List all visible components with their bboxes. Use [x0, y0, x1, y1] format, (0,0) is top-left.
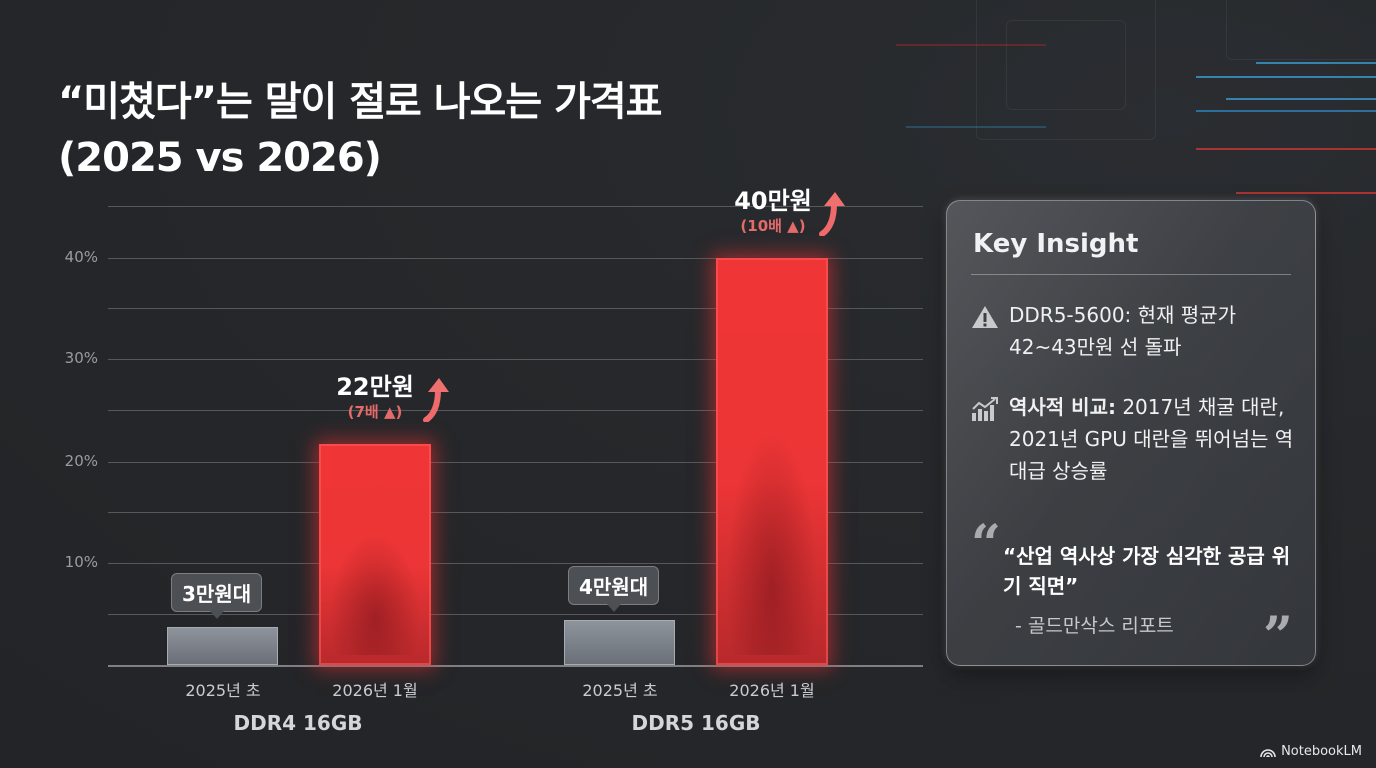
multiplier-value: (10배 ▲) [740, 217, 806, 235]
up-arrow-icon [819, 192, 845, 236]
gridline-40 [108, 258, 923, 259]
y-tick-label: 20% [64, 452, 98, 470]
bar-ddr5-2025[interactable] [564, 620, 675, 665]
y-tick-label: 30% [64, 349, 98, 367]
open-quote-icon: “ [971, 514, 1001, 575]
y-tick-label: 10% [64, 553, 98, 571]
title-line-2: (2025 vs 2026) [58, 135, 382, 181]
bar-ddr5-2026[interactable] [716, 258, 828, 665]
multiplier-value: (7배 ▲) [347, 403, 403, 421]
x-label-ddr4-2026: 2026년 1월 [332, 681, 418, 700]
gridline-30 [108, 359, 923, 360]
gridline [108, 308, 923, 309]
bar-ddr4-2025[interactable] [167, 627, 278, 665]
page-title: “미쳤다”는 말이 절로 나오는 가격표 (2025 vs 2026) [58, 74, 662, 186]
x-label-ddr5-2026: 2026년 1월 [729, 681, 815, 700]
price-tooltip-ddr5-2025: 4만원대 [568, 566, 660, 612]
price-label-ddr4-2026: 22만원 (7배 ▲) [325, 372, 425, 422]
gridline [108, 512, 923, 513]
title-line-1: “미쳤다”는 말이 절로 나오는 가격표 [58, 79, 662, 125]
insight-text: DDR5-5600: 현재 평균가 42~43만원 선 돌파 [1009, 303, 1236, 359]
x-label-ddr4-2025: 2025년 초 [185, 681, 261, 700]
insight-bold-label: 역사적 비교: [1009, 395, 1116, 419]
gridline [108, 614, 923, 615]
bar-ddr4-2026[interactable] [319, 444, 431, 665]
gridline [108, 410, 923, 411]
up-arrow-icon [423, 378, 449, 422]
gridline [108, 206, 923, 207]
price-label-ddr5-2026: 40만원 (10배 ▲) [718, 186, 828, 236]
key-insight-panel: Key Insight DDR5-5600: 현재 평균가 42~43만원 선 … [946, 200, 1316, 666]
insight-item-history: 역사적 비교: 2017년 채굴 대란, 2021년 GPU 대란을 뛰어넘는 … [971, 391, 1295, 487]
bar-chart: 40% 30% 20% 10% 3만원대 22만원 (7배 ▲) 2025년 초… [64, 186, 923, 735]
warning-icon [972, 306, 998, 328]
gridline-10 [108, 563, 923, 564]
price-value: 22만원 [336, 373, 414, 401]
notebooklm-logo-icon [1260, 748, 1276, 757]
group-label-ddr5: DDR5 16GB [631, 711, 761, 735]
y-tick-label: 40% [64, 248, 98, 266]
price-tooltip-ddr4-2025: 3만원대 [171, 573, 263, 619]
quote-source: - 골드만삭스 리포트 [1015, 615, 1174, 637]
panel-title: Key Insight [973, 229, 1139, 259]
x-label-ddr5-2025: 2025년 초 [582, 681, 658, 700]
price-value: 40만원 [734, 187, 812, 215]
trend-chart-icon [972, 397, 998, 421]
notebooklm-brand: NotebookLM [1260, 744, 1362, 759]
brand-label: NotebookLM [1281, 744, 1362, 759]
gridline-20 [108, 462, 923, 463]
close-quote-icon: ” [1263, 606, 1293, 667]
insight-text: 2017년 채굴 대란, 2021년 GPU 대란을 뛰어넘는 역대급 상승률 [1009, 395, 1294, 483]
insight-item-ddr5-price: DDR5-5600: 현재 평균가 42~43만원 선 돌파 [971, 299, 1295, 363]
x-axis-baseline [108, 665, 923, 667]
panel-divider [971, 274, 1291, 275]
group-label-ddr4: DDR4 16GB [233, 711, 363, 735]
quote-text: “산업 역사상 가장 심각한 공급 위기 직면” [1003, 544, 1291, 598]
